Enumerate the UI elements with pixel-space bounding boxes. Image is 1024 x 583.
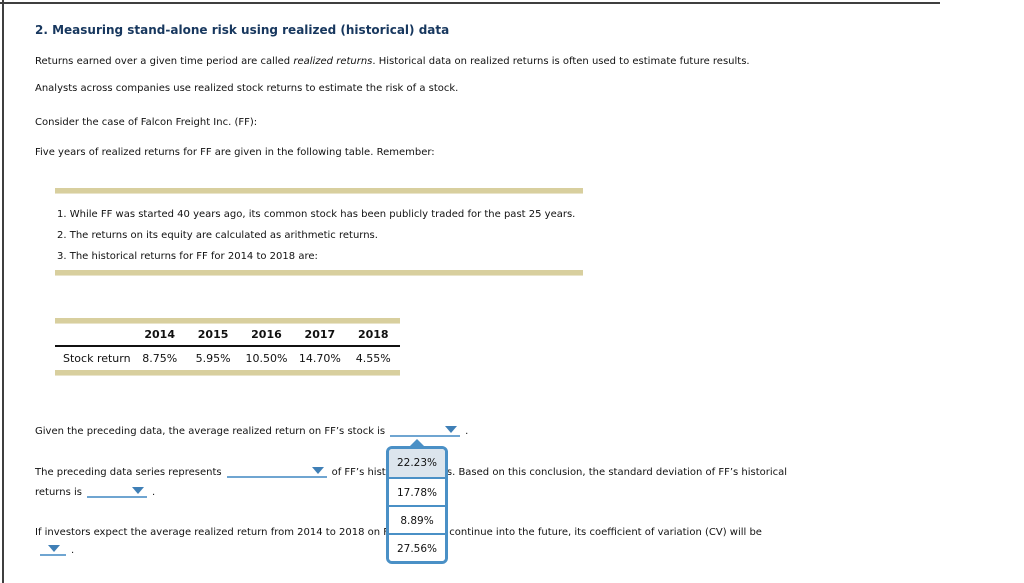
question-average-return: Given the preceding data, the average re… [35,425,468,439]
table-header-year: 2016 [239,324,294,347]
returns-table-block: 2014 2015 2016 2017 2018 Stock return 8.… [55,318,400,376]
memo-list: 1. While FF was started 40 years ago, it… [55,194,583,270]
memo-item-2: 2. The returns on its equity are calcula… [57,230,378,241]
popup-caret-icon [407,439,427,449]
data-series-dropdown[interactable] [226,466,327,478]
memo-box: 1. While FF was started 40 years ago, it… [55,188,583,276]
dropdown-arrow-icon [48,545,60,552]
table-top-bar [55,318,400,324]
question-cv-line2: . [35,544,74,558]
intro-italic-term: realized returns [293,56,373,67]
dropdown-option[interactable]: 22.23% [389,449,445,477]
returns-table: 2014 2015 2016 2017 2018 Stock return 8.… [55,324,400,370]
table-bottom-bar [55,370,400,376]
five-years-line: Five years of realized returns for FF ar… [35,147,435,158]
dropdown-option[interactable]: 17.78% [389,477,445,505]
table-header-year: 2014 [133,324,187,347]
table-header-year: 2018 [346,324,400,347]
table-header-empty [55,324,133,347]
question-text: . [151,487,156,498]
dropdown-arrow-icon [131,487,144,494]
dropdown-arrow-icon [311,467,324,474]
question-text: The preceding data series represents [35,467,222,478]
dropdown-arrow-icon [445,426,458,433]
table-header-year: 2017 [293,324,347,347]
cv-dropdown[interactable] [40,544,66,556]
memo-bottom-bar [55,270,583,276]
intro-text: Returns earned over a given time period … [35,56,294,67]
question-data-series-line2: returns is. [35,486,155,500]
memo-item-1: 1. While FF was started 40 years ago, it… [57,209,576,220]
intro-paragraph-line2: Analysts across companies use realized s… [35,83,459,94]
question-text: . [71,545,75,556]
question-text: . [465,426,469,437]
table-header-year: 2015 [186,324,240,347]
intro-paragraph-line1: Returns earned over a given time period … [35,56,750,67]
return-value: 4.55% [355,352,391,365]
intro-text: . Historical data on realized returns is… [372,56,750,67]
dropdown-options-list: 22.23% 17.78% 8.89% 27.56% [389,449,445,561]
memo-top-bar [55,188,583,194]
panel-left-border [2,0,4,583]
question-text: returns is [35,487,82,498]
return-value: 8.75% [142,352,178,365]
dropdown-option[interactable]: 8.89% [389,505,445,533]
question-text: of FF’s historical returns. Based on thi… [331,467,788,478]
page-title: 2. Measuring stand-alone risk using real… [35,23,450,37]
dropdown-popup: 22.23% 17.78% 8.89% 27.56% [386,439,448,564]
consider-line: Consider the case of Falcon Freight Inc.… [35,117,258,128]
return-value: 10.50% [245,352,288,365]
memo-item-3: 3. The historical returns for FF for 201… [57,251,318,262]
table-header-row: 2014 2015 2016 2017 2018 [55,324,400,347]
dropdown-option[interactable]: 27.56% [389,533,445,561]
question-data-series-line1: The preceding data series represents of F… [35,466,787,480]
panel-top-border [0,2,940,4]
return-value: 5.95% [195,352,231,365]
question-text: Given the preceding data, the average re… [35,426,386,437]
average-return-dropdown[interactable] [390,425,461,437]
row-label: Stock return [63,352,131,365]
std-dev-dropdown[interactable] [86,486,147,498]
return-value: 14.70% [298,352,341,365]
table-row: Stock return 8.75% 5.95% 10.50% 14.70% 4… [55,346,400,370]
